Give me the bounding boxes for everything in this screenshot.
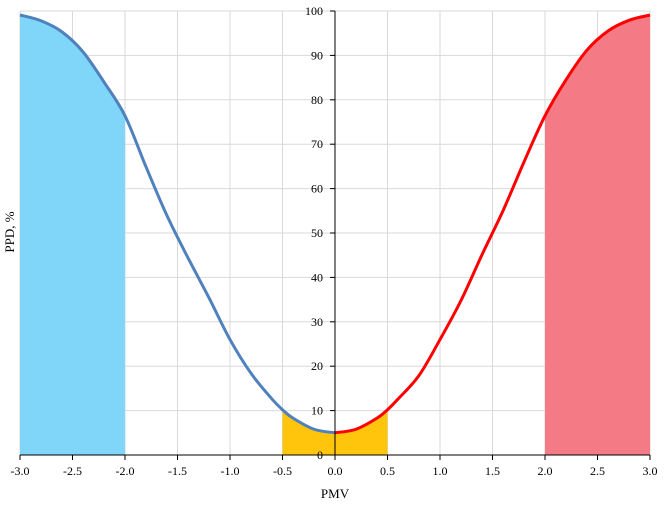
x-tick-label: -1.0 <box>221 464 240 478</box>
x-tick-label: -3.0 <box>11 464 30 478</box>
x-tick-label: 1.5 <box>485 464 500 478</box>
y-tick-label: 90 <box>311 48 323 62</box>
series-lines <box>19 13 651 435</box>
x-tick-label: 2.0 <box>538 464 553 478</box>
axes <box>19 10 651 460</box>
x-tick-label: -0.5 <box>273 464 292 478</box>
y-tick-label: 20 <box>311 359 323 373</box>
x-tick-label: -2.5 <box>63 464 82 478</box>
y-tick-label: 0 <box>317 448 323 462</box>
y-tick-label: 70 <box>311 137 323 151</box>
shaded-areas <box>20 15 650 455</box>
x-tick-labels: -3.0 -2.5 -2.0 -1.5 -1.0 -0.5 0.0 0.5 1.0 1.5 2.0 2… <box>11 464 658 478</box>
y-tick-label: 40 <box>311 270 323 284</box>
x-axis-title: PMV <box>321 486 350 501</box>
series-line-1 <box>19 13 336 435</box>
x-tick-label: -1.5 <box>168 464 187 478</box>
series-line-2 <box>334 13 651 435</box>
y-tick-label: 10 <box>311 404 323 418</box>
y-axis-title: PPD, % <box>2 211 17 252</box>
x-tick-label: -2.0 <box>116 464 135 478</box>
x-tick-label: 1.0 <box>433 464 448 478</box>
x-tick-label: 0.0 <box>328 464 343 478</box>
y-tick-label: 30 <box>311 315 323 329</box>
y-tick-label: 80 <box>311 93 323 107</box>
x-tick-label: 2.5 <box>590 464 605 478</box>
y-tick-label: 100 <box>305 4 323 18</box>
x-tick-label: 0.5 <box>380 464 395 478</box>
y-tick-labels: 0 10 20 30 40 50 60 70 80 90 100 <box>305 4 323 462</box>
x-tick-label: 3.0 <box>643 464 658 478</box>
shaded-region-4 <box>545 15 650 455</box>
y-tick-label: 50 <box>311 226 323 240</box>
shaded-region-1 <box>20 15 125 455</box>
y-tick-label: 60 <box>311 182 323 196</box>
